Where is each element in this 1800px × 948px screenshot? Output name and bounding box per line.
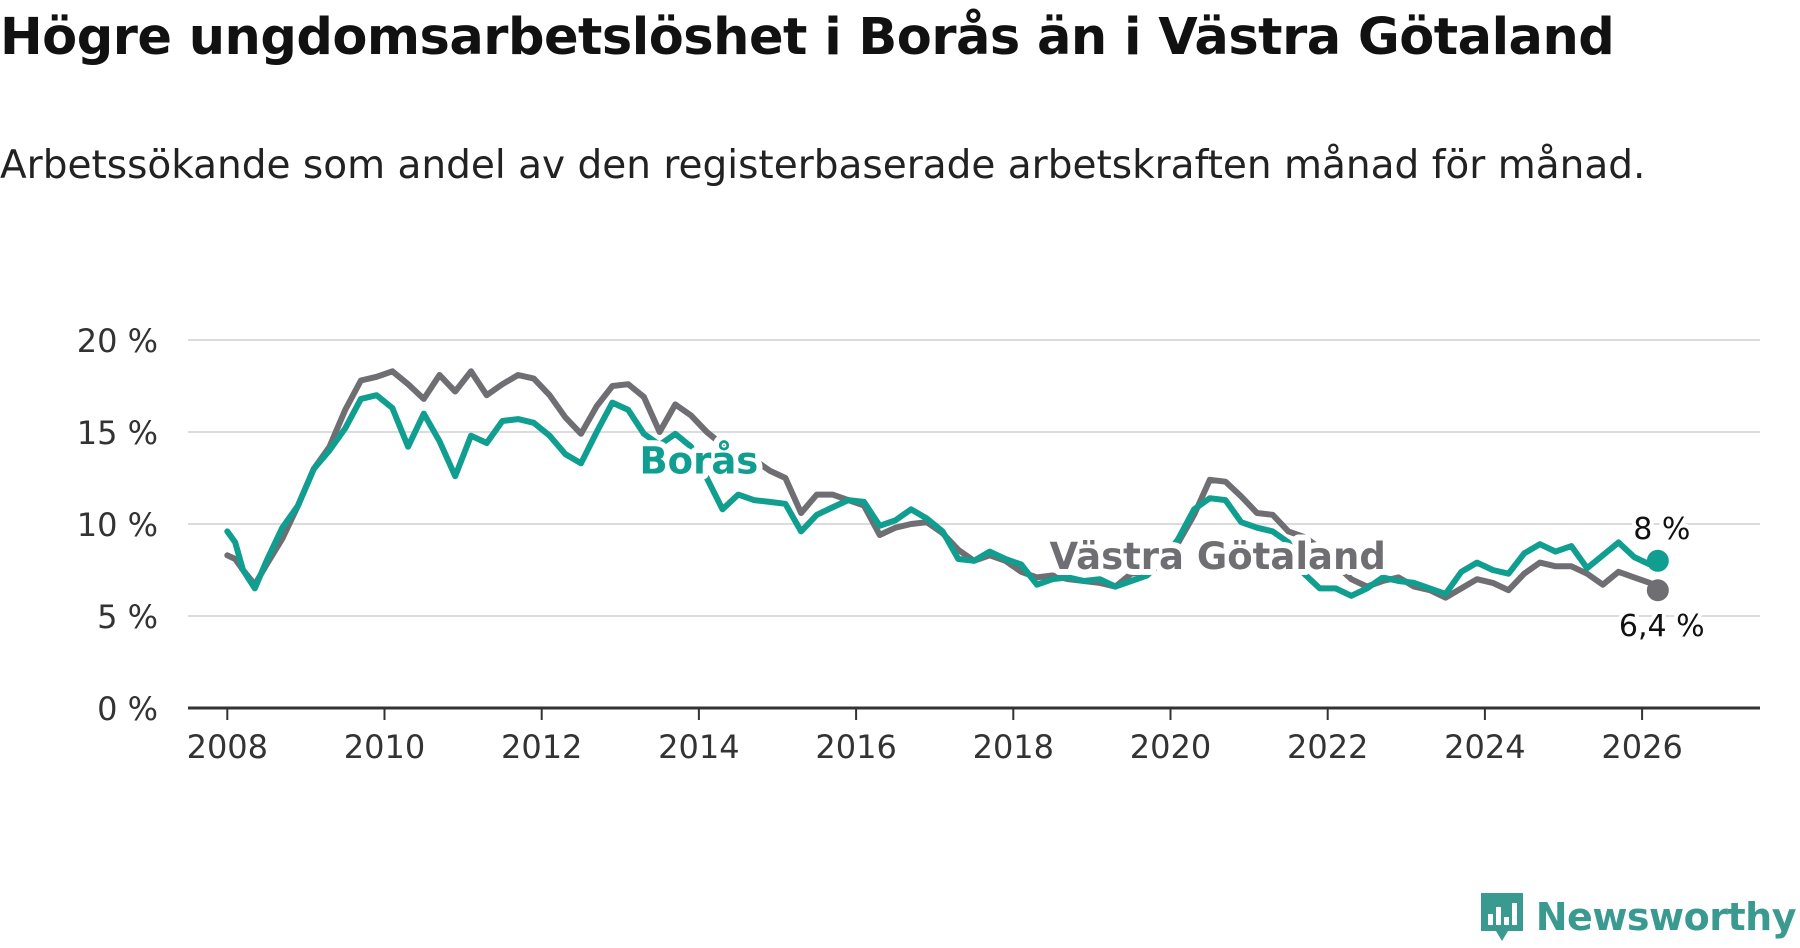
y-tick-label: 20 % [77,322,158,360]
series-label: Västra Götaland [1050,535,1386,578]
y-tick-label: 10 % [77,506,158,544]
end-label: 8 % [1633,512,1690,547]
series-line-0 [224,368,1661,601]
x-tick-label: 2016 [815,728,896,766]
end-label-halo: 8 % [1633,512,1690,547]
x-tick-label: 2012 [501,728,582,766]
chart-subtitle: Arbetssökande som andel av den registerb… [0,143,1646,188]
x-tick-label: 2014 [658,728,739,766]
x-tick-label: 2018 [973,728,1054,766]
x-tick-label: 2026 [1601,728,1682,766]
series-label-halo: Borås [639,439,758,482]
end-point-1 [1646,549,1669,572]
series-label-halo: Västra Götaland [1050,535,1386,578]
brand-name: Newsworthy [1535,895,1797,939]
y-tick-label: 0 % [97,690,158,728]
x-tick-label: 2008 [187,728,268,766]
y-tick-label: 5 % [97,598,158,636]
series-label: Borås [639,439,758,482]
chart-title: Högre ungdomsarbetslöshet i Borås än i V… [0,8,1615,67]
end-label-halo: 6,4 % [1619,609,1705,644]
newsworthy-logo-icon [1480,893,1523,941]
x-tick-label: 2010 [344,728,425,766]
x-tick-label: 2020 [1130,728,1211,766]
series-line-1 [224,392,1661,599]
end-label: 6,4 % [1619,609,1705,644]
x-tick-label: 2024 [1444,728,1525,766]
y-tick-label: 15 % [77,414,158,452]
end-point-0 [1646,579,1669,602]
x-tick-label: 2022 [1287,728,1368,766]
newsworthy-brand: Newsworthy [1478,890,1797,944]
